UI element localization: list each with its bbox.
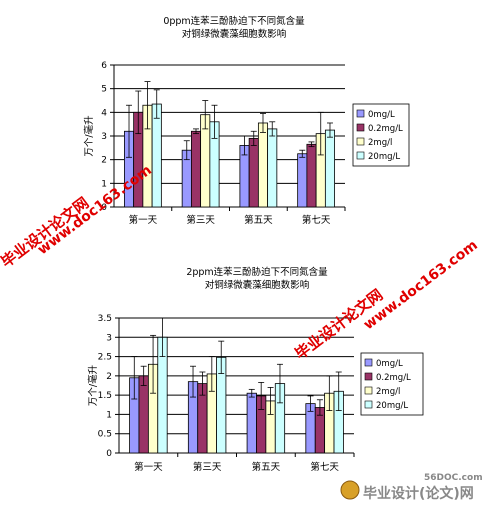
bar-2-3	[248, 137, 259, 208]
x-tick-label: 第一天	[134, 461, 163, 473]
bar-1-3	[246, 392, 257, 454]
footer-domain: 56DOC.com	[424, 473, 483, 483]
y-tick-label: 1.5	[98, 391, 112, 401]
y-axis-label: 万个/毫升	[87, 364, 99, 406]
bar-2-1	[138, 375, 149, 454]
y-tick-label: 2	[101, 156, 107, 166]
y-tick-label: 2.5	[98, 353, 112, 363]
legend-swatch-2	[356, 123, 365, 132]
y-tick-label: 1	[106, 410, 112, 420]
x-tick-label: 第七天	[302, 214, 331, 226]
y-tick-label: 6	[101, 61, 107, 71]
y-tick-label: 3.5	[98, 314, 112, 324]
y-tick-label: 0	[101, 203, 107, 213]
x-tick-label: 第一天	[129, 214, 158, 226]
bar-3-3	[257, 122, 269, 208]
legend-swatch-3	[364, 386, 373, 395]
y-tick-label: 5	[101, 85, 107, 95]
chart-title-line-2: 对铜绿微囊藻细胞数影响	[205, 279, 310, 291]
y-tick-label: 4	[101, 108, 107, 118]
x-tick-label: 第三天	[186, 214, 215, 226]
y-tick-label: 3	[101, 132, 107, 142]
watermark-site-2: www.doc163.com	[361, 237, 481, 333]
chart-title-line-1: 0ppm连苯三酚胁迫下不同氮含量	[163, 15, 305, 27]
legend-swatch-3	[356, 137, 365, 146]
legend-label-3: 2mg/l	[376, 387, 400, 397]
legend-label-1: 0mg/L	[376, 359, 403, 369]
legend-swatch-4	[364, 400, 373, 409]
legend-swatch-2	[364, 372, 373, 381]
bar-2-4	[306, 143, 317, 208]
bar-4-4	[324, 129, 336, 208]
chart-title-line-2: 对铜绿微囊藻细胞数影响	[182, 28, 287, 40]
footer-site-name: 毕业设计(论文)网	[363, 485, 474, 502]
legend-swatch-1	[364, 358, 373, 367]
x-tick-label: 第七天	[310, 461, 339, 473]
legend-label-4: 20mg/L	[368, 152, 400, 162]
bar-1-4	[297, 153, 308, 208]
legend-label-2: 0.2mg/L	[376, 373, 411, 383]
chart-title-line-1: 2ppm连苯三酚胁迫下不同氮含量	[186, 266, 328, 278]
legend-label-1: 0mg/L	[368, 110, 395, 120]
bar-4-3	[267, 128, 278, 208]
footer-logo-icon	[340, 480, 360, 500]
legend-label-2: 0.2mg/L	[368, 124, 403, 134]
y-axis-label: 万个/毫升	[83, 115, 95, 157]
x-tick-label: 第五天	[252, 461, 281, 473]
x-tick-label: 第五天	[244, 214, 273, 226]
legend-label-4: 20mg/L	[376, 401, 408, 411]
y-tick-label: 3	[106, 333, 112, 343]
y-tick-label: 0.5	[98, 430, 112, 440]
y-tick-label: 1	[101, 179, 107, 189]
legend-swatch-1	[356, 109, 365, 118]
legend-label-3: 2mg/l	[368, 138, 392, 148]
y-tick-label: 0	[106, 449, 112, 459]
y-tick-label: 2	[106, 372, 112, 382]
watermark-layer: 毕业设计论文网 www.doc163.com 毕业设计论文网 www.doc16…	[0, 162, 483, 502]
watermark-site-1: www.doc163.com	[35, 162, 155, 258]
bar-2-2	[190, 130, 202, 208]
bar-4-1	[151, 103, 162, 208]
x-tick-label: 第三天	[193, 461, 222, 473]
legend-swatch-4	[356, 151, 365, 160]
